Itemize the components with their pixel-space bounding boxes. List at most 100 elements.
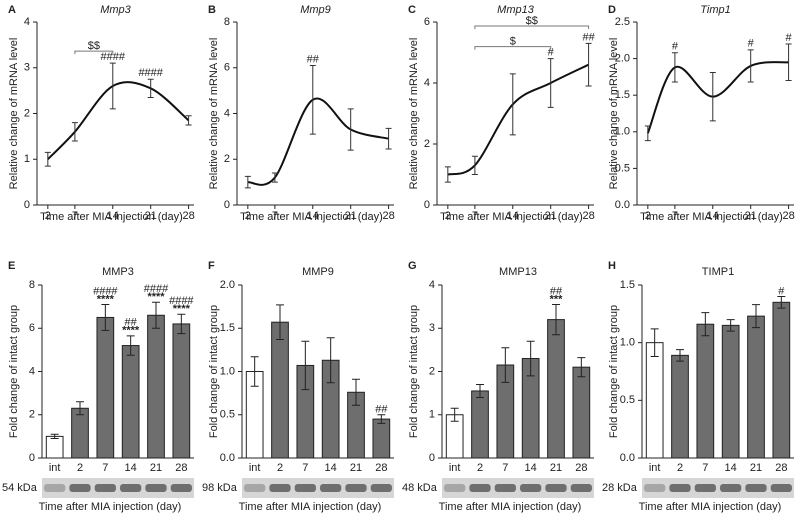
data-line [646, 61, 789, 134]
blot-band [469, 484, 491, 492]
error-bar [585, 42, 592, 87]
y-tick-label: 4 [424, 77, 430, 89]
y-tick-label: 1.5 [615, 89, 630, 101]
x-tick-label: int [649, 462, 661, 474]
bar [172, 323, 191, 459]
panel-title: MMP9 [302, 266, 334, 278]
blot-strip [642, 478, 794, 498]
error-bar [185, 115, 192, 126]
error-bar [471, 155, 478, 175]
x-tick-label: 21 [345, 210, 357, 222]
y-tick-label: 2 [424, 138, 430, 150]
y-tick-label: 2.0 [220, 279, 235, 291]
error-bar [676, 349, 684, 362]
x-tick-label: 21 [550, 462, 562, 474]
y-tick-label: 6 [224, 62, 230, 74]
panel-letter: D [608, 4, 616, 16]
y-tick-label: 4 [29, 365, 35, 377]
error-bar [547, 58, 554, 108]
y-tick-label: 8 [224, 16, 230, 28]
blot-label: 48 kDa [402, 482, 438, 494]
x-tick-label: 14 [525, 462, 537, 474]
error-bar [244, 175, 251, 189]
bracket-label: $$ [88, 40, 100, 52]
panel-title: Mmp9 [300, 4, 331, 16]
y-tick-label: 1.0 [220, 365, 235, 377]
x-tick-label: 2 [677, 462, 683, 474]
blot-band [644, 484, 666, 492]
blot-band [570, 484, 592, 492]
x-tick-label: 21 [745, 210, 757, 222]
error-bar [377, 414, 386, 424]
error-bar [671, 52, 678, 83]
x-axis-label: Time after MIA injection (day) [639, 501, 782, 513]
y-tick-label: 0 [224, 199, 230, 211]
blot-band [69, 484, 91, 492]
panel-title: MMP3 [102, 266, 134, 278]
x-tick-label: 2 [445, 210, 451, 222]
x-tick-label: 7 [272, 210, 278, 222]
significance-label: # [778, 285, 785, 297]
x-tick-label: 2 [245, 210, 251, 222]
y-tick-label: 6 [424, 16, 430, 28]
x-tick-label: 2 [645, 210, 651, 222]
error-bar [76, 401, 84, 416]
error-bar [509, 73, 516, 136]
x-tick-label: 28 [382, 210, 394, 222]
error-bar [109, 62, 116, 110]
y-tick-label: 4 [429, 279, 435, 291]
x-tick-label: 14 [725, 462, 737, 474]
bar [147, 314, 165, 459]
significance-label: *** [550, 293, 564, 305]
error-bar [501, 347, 510, 383]
x-axis-label: Time after MIA injection (day) [640, 211, 783, 223]
bar [671, 354, 689, 459]
x-tick-label: 14 [307, 210, 319, 222]
bar [772, 301, 791, 459]
bar [121, 345, 140, 459]
blot-band [745, 484, 767, 492]
bracket-label: $ [510, 36, 516, 48]
error-bar [385, 127, 392, 150]
bar [696, 323, 715, 459]
y-axis-label: Fold change of intact group [408, 305, 420, 438]
blot-band [320, 484, 342, 492]
y-tick-label: 0.5 [620, 394, 635, 406]
x-tick-label: 28 [182, 210, 194, 222]
panel-title: TIMP1 [702, 266, 734, 278]
error-bar [785, 43, 792, 82]
x-tick-label: 28 [575, 462, 587, 474]
y-axis-label: Relative change of mRNA level [8, 38, 20, 190]
bar [372, 418, 391, 459]
y-tick-label: 1.5 [220, 322, 235, 334]
error-bar [147, 78, 154, 98]
bracket-label: $$ [526, 15, 538, 27]
blot-band [145, 484, 167, 492]
error-bar [352, 378, 360, 406]
x-tick-label: 2 [45, 210, 51, 222]
x-tick-label: 2 [277, 462, 283, 474]
bar [572, 366, 591, 459]
error-bar [709, 72, 716, 122]
significance-label: ## [550, 285, 563, 297]
significance-label: **** [147, 291, 165, 303]
bar [471, 390, 489, 459]
panel-letter: H [608, 260, 616, 272]
panel-letter: F [208, 260, 215, 272]
bracket [474, 46, 552, 50]
significance-label: # [548, 47, 555, 59]
significance-label: #### [138, 67, 163, 79]
y-tick-label: 2.5 [615, 16, 630, 28]
x-tick-label: 14 [125, 462, 137, 474]
y-tick-label: 0 [29, 452, 35, 464]
y-tick-label: 0.0 [615, 199, 630, 211]
data-line [247, 97, 389, 186]
panel-title: Mmp13 [497, 4, 535, 16]
y-tick-label: 4 [24, 16, 30, 28]
significance-label: ## [582, 31, 595, 43]
data-line [47, 81, 190, 160]
y-tick-label: 2 [224, 153, 230, 165]
panel-letter: C [408, 4, 416, 16]
error-bar [747, 49, 754, 83]
error-bar [577, 357, 586, 378]
